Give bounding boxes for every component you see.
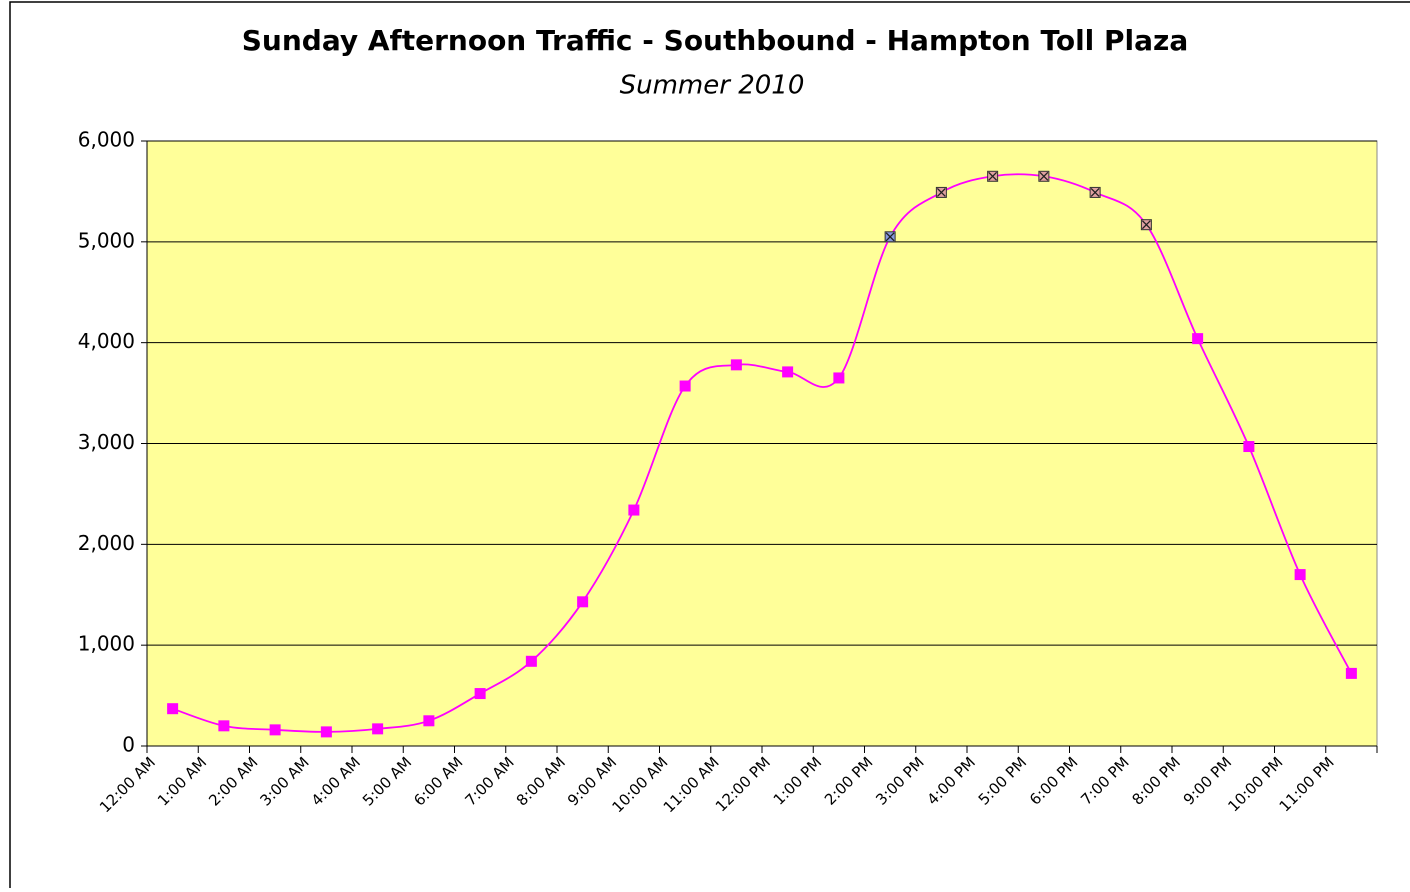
point-cross	[885, 232, 895, 242]
point-cross	[1039, 171, 1049, 181]
data-point	[474, 688, 486, 700]
data-point	[269, 724, 281, 736]
data-point	[679, 380, 691, 392]
point-cross	[1141, 220, 1151, 230]
point-cross	[988, 171, 998, 181]
data-point	[1294, 569, 1306, 581]
data-point	[1192, 333, 1204, 345]
data-point	[782, 366, 794, 378]
data-point	[167, 703, 179, 715]
data-point	[525, 655, 537, 667]
data-point	[1243, 441, 1255, 453]
data-point	[577, 596, 589, 608]
y-tick-label: 6,000	[78, 128, 135, 152]
point-cross	[936, 187, 946, 197]
data-point	[372, 723, 384, 735]
y-tick-label: 5,000	[78, 228, 135, 252]
data-point	[423, 715, 435, 727]
data-point	[833, 372, 845, 384]
y-tick-label: 4,000	[78, 329, 135, 353]
y-tick-label: 3,000	[78, 430, 135, 454]
data-point	[320, 726, 332, 738]
chart-subtitle: Summer 2010	[620, 71, 805, 101]
data-point	[730, 359, 742, 371]
chart-title: Sunday Afternoon Traffic - Southbound - …	[242, 24, 1188, 57]
data-point	[218, 720, 230, 732]
y-tick-label: 0	[122, 733, 135, 757]
y-tick-label: 2,000	[78, 531, 135, 555]
data-point	[628, 504, 640, 516]
point-cross	[1090, 187, 1100, 197]
y-tick-label: 1,000	[78, 632, 135, 656]
data-point	[1345, 667, 1357, 679]
